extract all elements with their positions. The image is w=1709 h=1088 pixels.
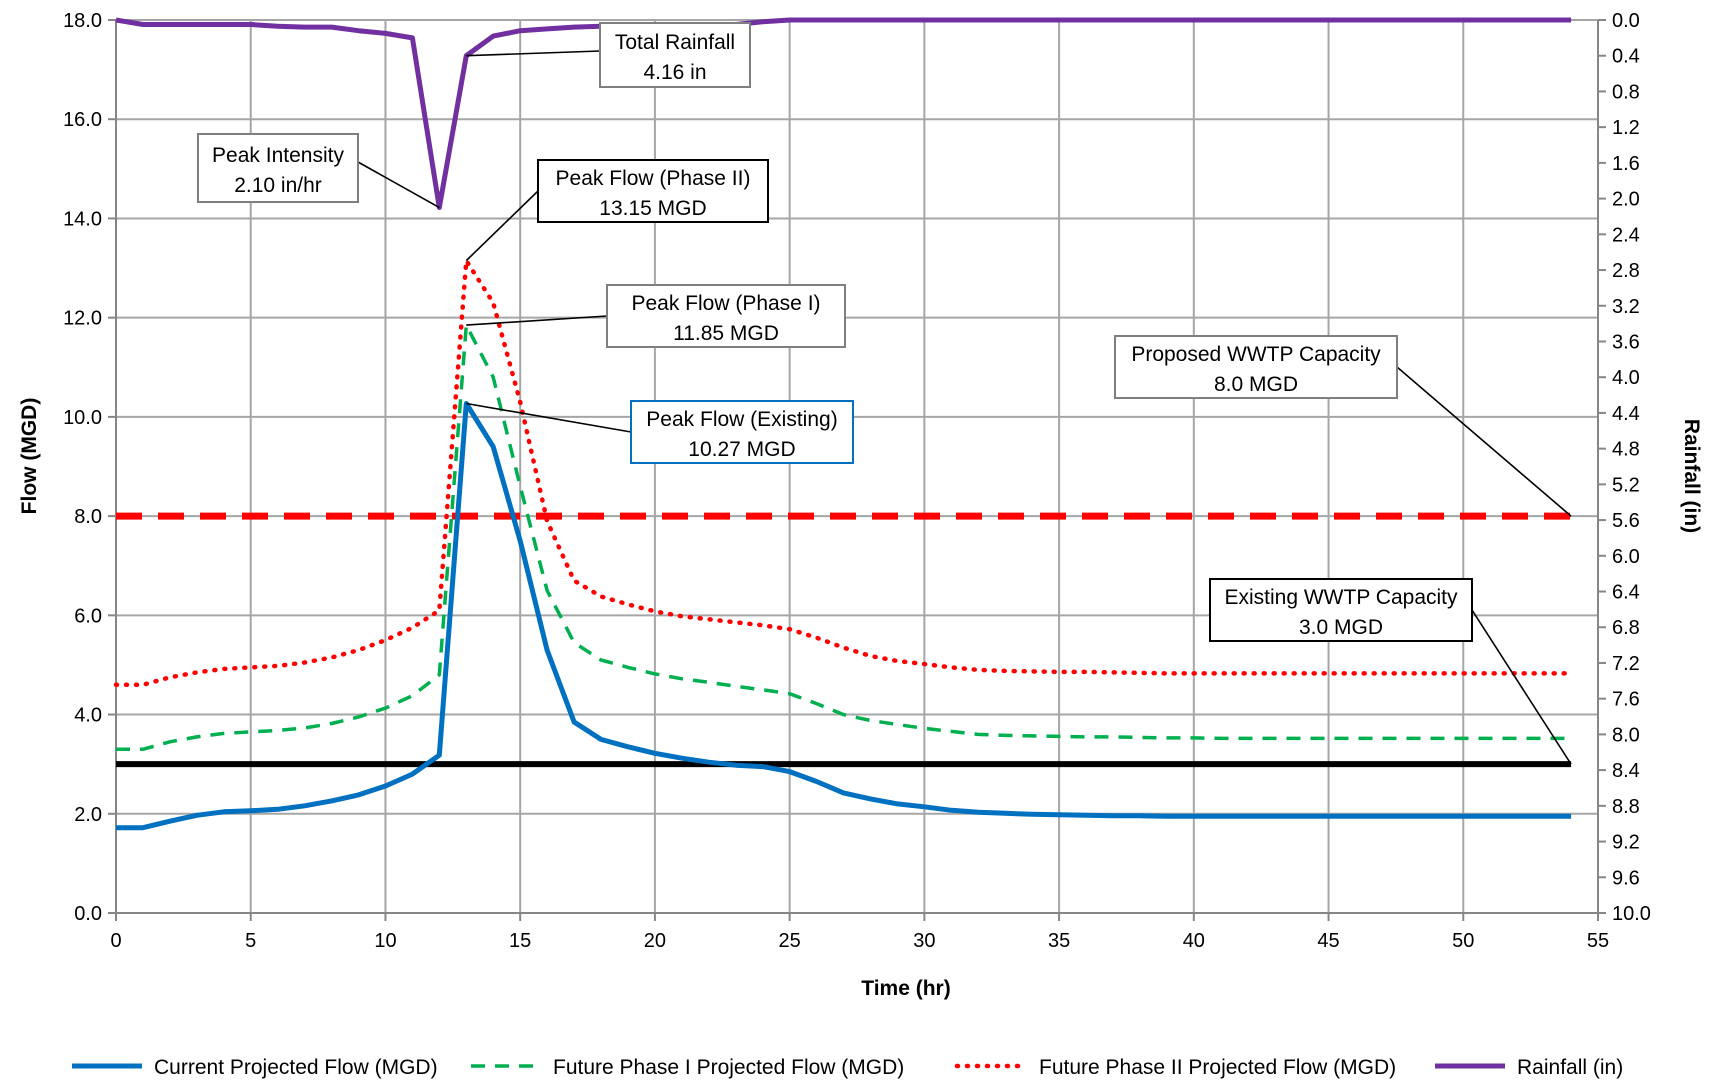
y-axis-title: Flow (MGD) xyxy=(18,398,41,515)
annotation-leader xyxy=(1471,609,1572,765)
y2-tick-label: 1.6 xyxy=(1612,153,1640,175)
y-tick-label: 2.0 xyxy=(74,804,102,826)
y2-tick-label: 4.8 xyxy=(1612,439,1640,461)
legend-label-1: Future Phase I Projected Flow (MGD) xyxy=(553,1056,904,1079)
x-tick-label: 55 xyxy=(1587,930,1609,952)
annotation-line2: 3.0 MGD xyxy=(1299,616,1383,639)
y2-tick-label: 1.2 xyxy=(1612,117,1640,139)
y2-tick-label: 5.2 xyxy=(1612,474,1640,496)
x-tick-label: 40 xyxy=(1183,930,1205,952)
annotation-line2: 10.27 MGD xyxy=(688,438,795,461)
y-tick-label: 10.0 xyxy=(63,407,102,429)
x-tick-label: 25 xyxy=(779,930,801,952)
y2-tick-label: 4.0 xyxy=(1612,367,1640,389)
annotation-box xyxy=(599,22,751,88)
annotation-leader xyxy=(466,315,608,326)
annotations: Total Rainfall 4.16 in Peak Intensity 2.10 … xyxy=(197,22,1572,765)
y2-tick-label: 6.8 xyxy=(1612,617,1640,639)
x-tick-label: 5 xyxy=(245,930,256,952)
legend-label-0: Current Projected Flow (MGD) xyxy=(154,1056,438,1079)
annotation-leader xyxy=(1396,366,1572,517)
annotation-leader xyxy=(466,402,632,433)
y2-tick-label: 0.0 xyxy=(1612,10,1640,32)
y2-tick-label: 8.8 xyxy=(1612,796,1640,818)
annotation-line1: Peak Flow (Phase I) xyxy=(631,292,820,315)
x-tick-label: 10 xyxy=(374,930,396,952)
annotation-line2: 11.85 MGD xyxy=(673,322,779,345)
y-tick-label: 8.0 xyxy=(74,506,102,528)
annotation-line1: Existing WWTP Capacity xyxy=(1225,586,1458,609)
data-series xyxy=(113,17,1574,831)
annotation-line1: Peak Flow (Phase II) xyxy=(556,167,751,190)
y2-tick-label: 8.0 xyxy=(1612,724,1640,746)
y2-axis-title: Rainfall (in) xyxy=(1680,419,1703,533)
y2-tick-label: 2.8 xyxy=(1612,260,1640,282)
series-line-1 xyxy=(116,323,1572,752)
x-tick-label: 45 xyxy=(1317,930,1339,952)
y2-tick-label: 7.6 xyxy=(1612,689,1640,711)
series-line-3 xyxy=(115,17,1572,210)
y-tick-label: 16.0 xyxy=(63,109,102,131)
annotation-leader xyxy=(465,190,539,262)
y2-tick-label: 5.6 xyxy=(1612,510,1640,532)
y2-tick-label: 2.0 xyxy=(1612,189,1640,211)
y2-tick-label: 4.4 xyxy=(1612,403,1640,425)
y-tick-label: 6.0 xyxy=(74,605,102,627)
y2-tick-label: 8.4 xyxy=(1612,760,1640,782)
x-tick-label: 35 xyxy=(1048,930,1070,952)
legend-label-2: Future Phase II Projected Flow (MGD) xyxy=(1039,1056,1396,1079)
annotation-box xyxy=(606,284,846,348)
y2-tick-label: 3.6 xyxy=(1612,331,1640,353)
x-tick-label: 15 xyxy=(509,930,531,952)
x-tick-label: 50 xyxy=(1452,930,1474,952)
x-tick-label: 20 xyxy=(644,930,666,952)
y-tick-label: 4.0 xyxy=(74,705,102,727)
series-line-0 xyxy=(116,401,1572,831)
y2-tick-label: 9.6 xyxy=(1612,867,1640,889)
annotation-line2: 8.0 MGD xyxy=(1214,373,1298,396)
annotation-leader xyxy=(357,161,440,209)
annotation-box xyxy=(1114,335,1398,399)
legend: Current Projected Flow (MGD) Future Phase… xyxy=(72,1056,1623,1079)
annotation-line2: 4.16 in xyxy=(643,61,706,84)
x-tick-label: 0 xyxy=(110,930,121,952)
y2-tick-label: 6.4 xyxy=(1612,582,1640,604)
y2-tick-label: 9.2 xyxy=(1612,832,1640,854)
annotation-line2: 13.15 MGD xyxy=(599,197,706,220)
annotation-line2: 2.10 in/hr xyxy=(234,174,322,197)
y2-tick-label: 0.4 xyxy=(1612,46,1640,68)
annotation-line1: Proposed WWTP Capacity xyxy=(1131,343,1381,366)
y2-tick-label: 2.4 xyxy=(1612,224,1640,246)
y-tick-label: 18.0 xyxy=(63,10,102,32)
y2-tick-label: 6.0 xyxy=(1612,546,1640,568)
reference-lines xyxy=(116,512,1572,768)
x-axis-title: Time (hr) xyxy=(861,977,950,1000)
y-tick-label: 14.0 xyxy=(63,208,102,230)
y2-tick-label: 10.0 xyxy=(1612,903,1651,925)
y-tick-label: 0.0 xyxy=(74,903,102,925)
y-tick-label: 12.0 xyxy=(63,308,102,330)
axes: 0 5 10 15 20 25 30 35 40 45 50 55 0.0 2.0 4.0 6.0 8.0 10.… xyxy=(63,10,1651,952)
x-tick-label: 30 xyxy=(913,930,935,952)
annotation-leader xyxy=(466,50,601,57)
annotation-box xyxy=(197,133,359,203)
y2-tick-label: 0.8 xyxy=(1612,81,1640,103)
y2-tick-label: 3.2 xyxy=(1612,296,1640,318)
y2-tick-label: 7.2 xyxy=(1612,653,1640,675)
annotation-line1: Peak Flow (Existing) xyxy=(646,408,837,431)
annotation-line1: Peak Intensity xyxy=(212,144,344,167)
annotation-box xyxy=(630,400,854,464)
annotation-line1: Total Rainfall xyxy=(615,31,735,54)
legend-label-3: Rainfall (in) xyxy=(1517,1056,1623,1079)
annotation-box xyxy=(1209,578,1473,642)
annotation-box xyxy=(537,159,769,223)
